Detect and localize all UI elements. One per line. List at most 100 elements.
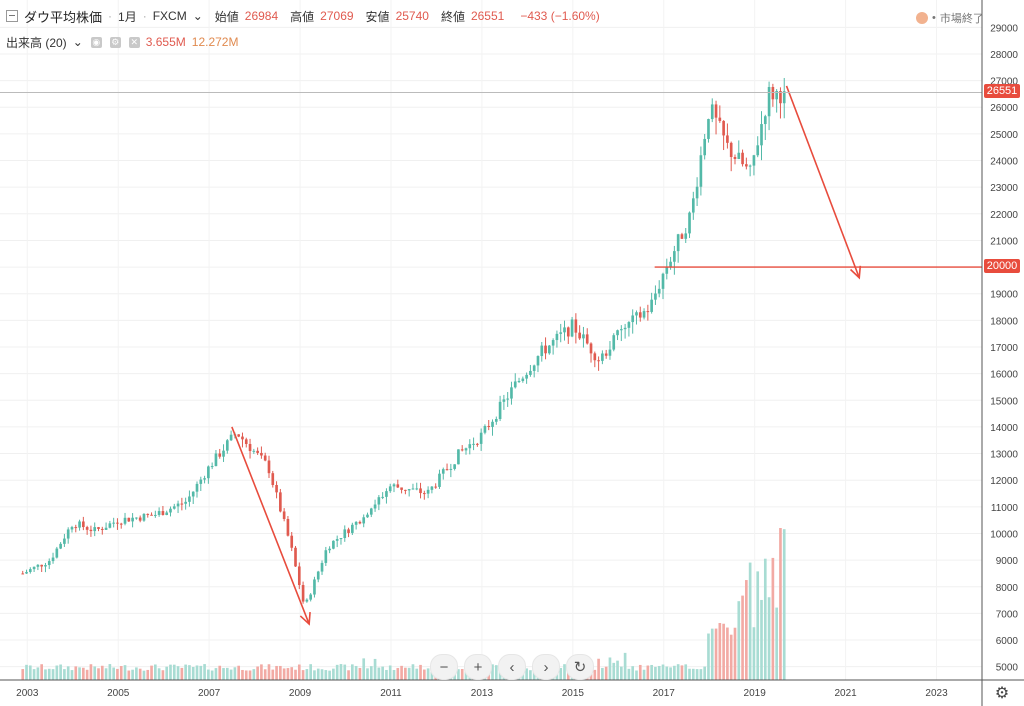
volume-bar [271, 669, 275, 680]
candle-body [146, 513, 150, 515]
candle-body [457, 449, 460, 465]
volume-bar [627, 668, 631, 680]
volume-bar [146, 669, 150, 680]
volume-bar [695, 669, 699, 680]
candle-body [430, 486, 434, 490]
volume-bar [752, 627, 756, 680]
volume-bar [335, 664, 339, 680]
candle-body [604, 353, 608, 356]
candle-body [506, 398, 509, 400]
candle-body [445, 469, 449, 471]
candle-body [290, 535, 294, 548]
x-tick-label: 2021 [834, 688, 857, 699]
y-tick-label: 14000 [990, 423, 1018, 434]
close-icon[interactable]: ✕ [128, 36, 140, 48]
volume-bar [726, 627, 729, 680]
volume-label[interactable]: 出来高 (20) [6, 35, 67, 50]
candle-body [589, 343, 593, 354]
volume-bar [411, 664, 415, 680]
candle-body [620, 329, 623, 331]
candle-body [510, 387, 513, 399]
candle-body [601, 353, 604, 361]
volume-bar [131, 669, 134, 680]
y-tick-label: 9000 [996, 556, 1019, 567]
candle-body [328, 548, 331, 551]
volume-bar [680, 665, 684, 680]
candle-body [578, 332, 581, 339]
candle-body [309, 594, 312, 600]
candle-body [597, 360, 600, 362]
volume-bar [123, 665, 127, 680]
arrow-head [299, 612, 311, 626]
volume-bar [745, 580, 748, 680]
volume-bar [419, 664, 422, 680]
volume-bar [771, 557, 775, 680]
y-tick-label: 13000 [990, 450, 1018, 461]
eye-icon[interactable]: ◉ [90, 36, 102, 48]
volume-bar [184, 664, 187, 680]
candle-body [44, 565, 47, 567]
zoom-out-button[interactable]: − [430, 654, 458, 680]
candle-body [97, 527, 100, 529]
volume-bar [309, 664, 312, 680]
candle-body [756, 145, 760, 156]
candle-body [21, 573, 25, 575]
volume-bar [93, 666, 97, 680]
collapse-icon[interactable] [6, 10, 18, 22]
scroll-back-button[interactable]: ‹ [498, 654, 526, 680]
candle-body [752, 155, 756, 166]
close-label: 終値 [440, 9, 465, 24]
volume-bar [154, 664, 157, 680]
candle-body [104, 527, 108, 530]
chart-legend: ダウ平均株価 · 1月 · FXCM ⌄ 始値 26984 高値 27069 安値 2… [6, 6, 600, 52]
candle-body [411, 488, 415, 490]
volume-bar [369, 666, 373, 680]
interval[interactable]: 1月 [118, 9, 137, 24]
volume-bar [305, 669, 309, 680]
candle-body [710, 104, 714, 120]
candle-body [123, 517, 127, 524]
candle-body [654, 293, 657, 300]
candle-body [691, 198, 695, 213]
scroll-forward-button[interactable]: › [532, 654, 560, 680]
volume-bar [316, 668, 320, 680]
volume-bar [297, 664, 301, 680]
reset-chart-button[interactable]: ↻ [566, 654, 594, 680]
volume-bar [597, 658, 600, 680]
volume-bar [676, 664, 680, 680]
gear-icon[interactable]: ⚙ [994, 685, 1010, 702]
x-tick-label: 2017 [653, 688, 676, 699]
volume-bar [620, 666, 623, 680]
market-status-label: 市場終了 [939, 13, 984, 25]
volume-bar [70, 670, 74, 680]
volume-bar [760, 599, 763, 680]
candle-body [585, 334, 589, 344]
candle-body [540, 345, 544, 357]
volume-bar [347, 670, 350, 680]
chart-navigation: − + ‹ › ↻ [430, 654, 594, 680]
candle-body [673, 251, 676, 262]
chevron-down-icon[interactable]: ⌄ [192, 9, 203, 23]
candle-body [419, 488, 422, 494]
volume-bar [646, 665, 650, 680]
candle-body [229, 434, 233, 441]
change-value: −433 (−1.60%) [520, 9, 600, 23]
candle-body [529, 370, 532, 375]
volume-bars [21, 528, 786, 680]
settings-small-icon[interactable]: ⚙ [109, 36, 121, 48]
candle-body [180, 503, 184, 505]
candle-body [555, 333, 559, 341]
volume-bar [74, 666, 78, 680]
candle-body [684, 233, 688, 239]
symbol-title[interactable]: ダウ平均株価 [24, 9, 103, 25]
chevron-down-icon[interactable]: ⌄ [72, 35, 83, 49]
volume-bar [358, 667, 362, 680]
candle-body [305, 599, 309, 602]
zoom-in-button[interactable]: + [464, 654, 492, 680]
volume-bar [218, 665, 222, 680]
candle-body [373, 504, 377, 509]
volume-bar [169, 664, 172, 680]
source[interactable]: FXCM [152, 9, 187, 23]
